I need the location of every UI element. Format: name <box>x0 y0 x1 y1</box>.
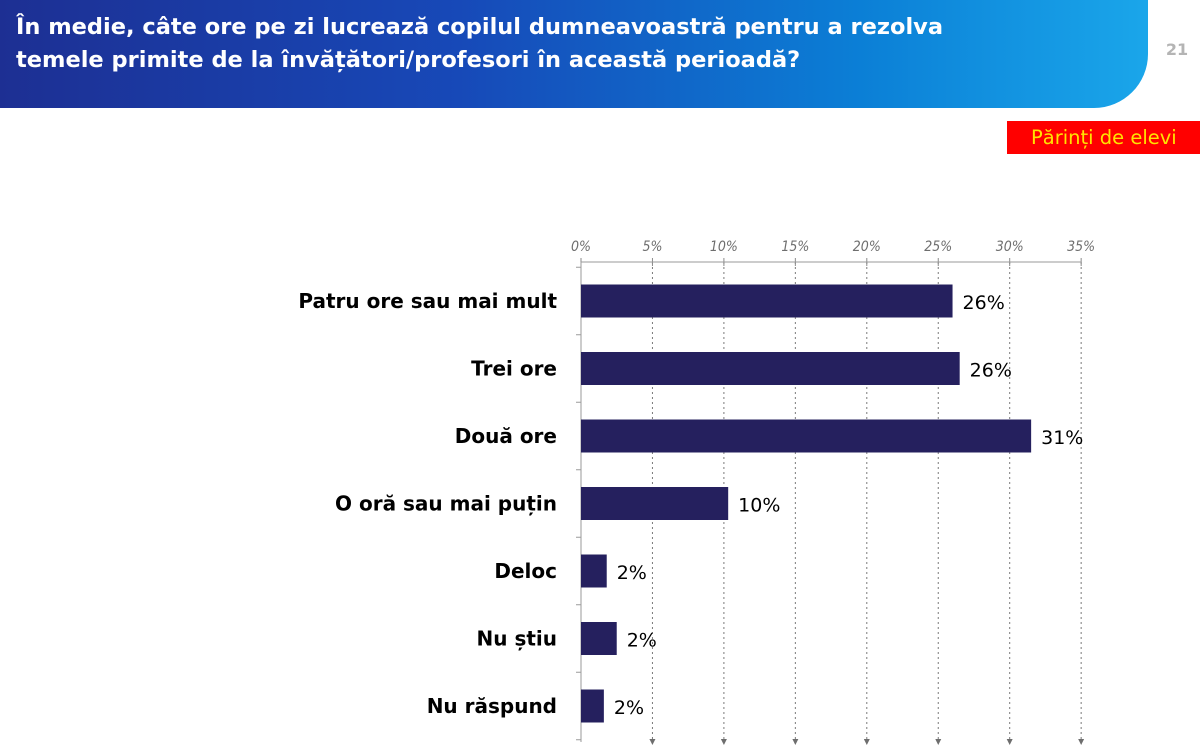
value-label: 26% <box>970 360 1012 382</box>
bar <box>581 419 1032 453</box>
category-label: O oră sau mai puțin <box>335 492 557 516</box>
bar <box>581 284 953 318</box>
value-label: 2% <box>614 697 644 719</box>
category-label: Două ore <box>455 424 557 448</box>
x-tick-label: 35% <box>1067 239 1095 255</box>
bar <box>581 689 604 723</box>
bar <box>581 622 617 655</box>
x-tick-label: 20% <box>853 239 881 255</box>
page-number: 21 <box>1165 40 1189 59</box>
x-tick-label: 5% <box>642 239 662 255</box>
x-tick-label: 15% <box>781 239 809 255</box>
category-label: Nu răspund <box>427 694 557 718</box>
audience-badge: Părinți de elevi <box>1007 121 1200 154</box>
bar <box>581 352 960 385</box>
bar <box>581 554 607 588</box>
x-tick-label: 10% <box>710 239 738 255</box>
x-tick-label: 0% <box>571 239 591 255</box>
value-label: 10% <box>738 495 780 517</box>
page-title: În medie, câte ore pe zi lucrează copilu… <box>16 14 944 73</box>
value-label: 2% <box>627 630 657 652</box>
header-band <box>0 0 1148 108</box>
value-label: 26% <box>963 292 1005 314</box>
category-label: Trei ore <box>471 357 557 381</box>
value-label: 2% <box>617 562 647 584</box>
bar <box>581 487 729 520</box>
value-label: 31% <box>1041 427 1083 449</box>
x-tick-label: 30% <box>996 239 1024 255</box>
category-label: Nu știu <box>477 627 558 651</box>
category-label: Deloc <box>494 559 557 583</box>
category-label: Patru ore sau mai mult <box>298 289 557 313</box>
x-tick-label: 25% <box>924 239 952 255</box>
